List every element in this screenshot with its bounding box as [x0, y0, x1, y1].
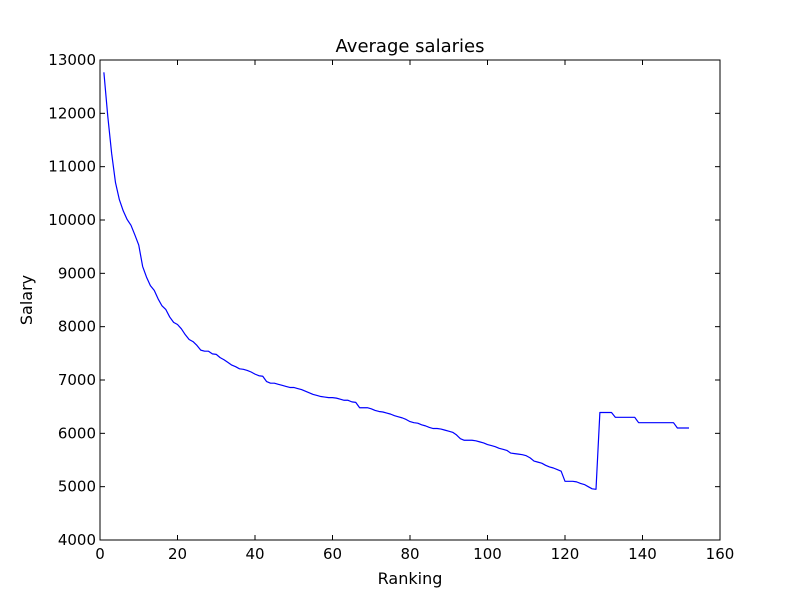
y-tick-label: 5000 [58, 478, 96, 496]
y-tick-label: 10000 [48, 211, 96, 229]
x-tick-label: 140 [628, 545, 657, 563]
y-tick-label: 7000 [58, 371, 96, 389]
x-tick-label: 100 [473, 545, 502, 563]
x-tick-label: 0 [95, 545, 105, 563]
y-tick-label: 6000 [58, 424, 96, 442]
y-tick-label: 9000 [58, 264, 96, 282]
x-axis-label: Ranking [378, 569, 443, 588]
x-tick-label: 20 [168, 545, 187, 563]
y-tick-label: 13000 [48, 51, 96, 69]
y-tick-label: 4000 [58, 531, 96, 549]
x-tick-label: 60 [323, 545, 342, 563]
y-tick-label: 8000 [58, 318, 96, 336]
x-tick-label: 80 [400, 545, 419, 563]
x-tick-label: 40 [245, 545, 264, 563]
x-tick-label: 160 [706, 545, 735, 563]
y-tick-label: 11000 [48, 158, 96, 176]
x-tick-label: 120 [551, 545, 580, 563]
y-tick-label: 12000 [48, 104, 96, 122]
plot-area: 0 20 40 60 80 100 120 140 160 4000 5000 6000 7000 800… [48, 51, 734, 563]
y-axis-label: Salary [17, 275, 36, 325]
chart-title: Average salaries [336, 36, 485, 57]
series-line-0 [103, 72, 689, 490]
